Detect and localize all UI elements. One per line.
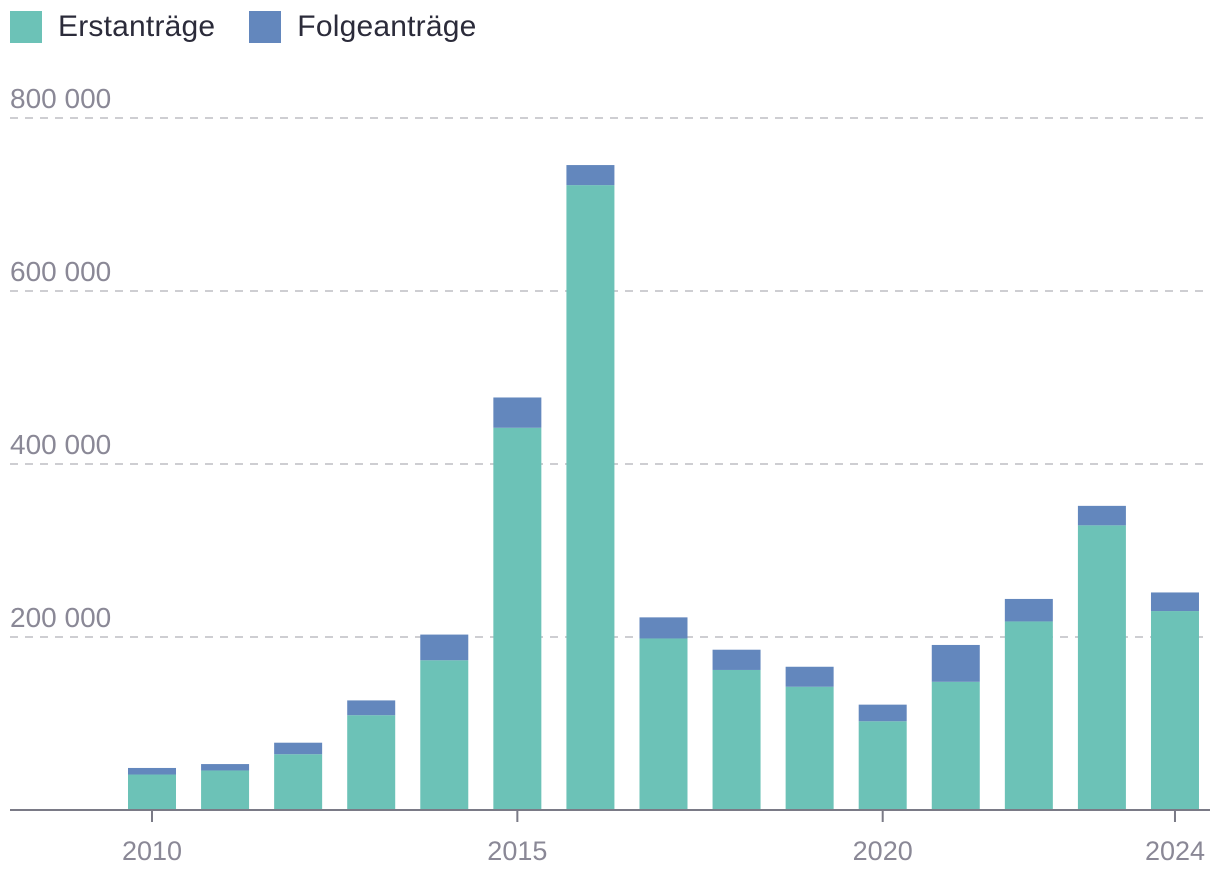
bar-first-2017 [639, 638, 688, 810]
bar-first-2022 [1004, 621, 1053, 810]
bar-follow-2024 [1150, 592, 1199, 612]
legend-item-first: Erstanträge [10, 10, 215, 44]
x-tick-label: 2010 [122, 836, 182, 866]
y-tick-label: 200 000 [10, 602, 111, 633]
bar-first-2010 [128, 774, 176, 810]
bar-follow-2019 [785, 666, 834, 687]
bar-first-2016 [566, 185, 615, 810]
legend-label-follow: Folgeanträge [297, 10, 477, 43]
bar-follow-2011 [201, 764, 250, 771]
bar-first-2019 [785, 686, 834, 810]
x-tick-label: 2024 [1145, 836, 1205, 866]
legend-swatch-follow [249, 11, 282, 43]
bar-first-2013 [347, 715, 396, 810]
bar-follow-2012 [274, 742, 323, 755]
legend-label-first: Erstanträge [58, 10, 216, 43]
bar-first-2020 [858, 721, 907, 810]
y-tick-label: 600 000 [10, 256, 111, 287]
bar-follow-2020 [858, 704, 907, 722]
bar-follow-2023 [1077, 505, 1126, 526]
bar-first-2015 [493, 427, 542, 810]
bar-follow-2018 [712, 649, 761, 670]
bar-follow-2016 [566, 165, 615, 186]
bar-follow-2022 [1004, 598, 1053, 622]
legend-item-follow: Folgeanträge [249, 10, 476, 44]
y-tick-label: 400 000 [10, 429, 111, 460]
legend: Erstanträge Folgeanträge [10, 10, 477, 44]
bar-follow-2021 [931, 644, 980, 682]
bar-follow-2017 [639, 617, 688, 639]
bar-first-2012 [274, 754, 323, 810]
bar-follow-2013 [347, 700, 396, 716]
x-tick-label: 2020 [853, 836, 913, 866]
bar-first-2014 [420, 660, 469, 810]
bar-first-2011 [201, 770, 250, 810]
bar-first-2018 [712, 669, 761, 810]
bar-first-2021 [931, 681, 980, 810]
y-tick-label: 800 000 [10, 83, 111, 114]
bar-first-2024 [1150, 611, 1199, 810]
bar-follow-2015 [493, 397, 542, 428]
bar-follow-2010 [128, 767, 176, 775]
x-tick-label: 2015 [487, 836, 547, 866]
bar-first-2023 [1077, 525, 1126, 810]
legend-swatch-first [10, 11, 42, 43]
bar-follow-2014 [420, 634, 469, 661]
